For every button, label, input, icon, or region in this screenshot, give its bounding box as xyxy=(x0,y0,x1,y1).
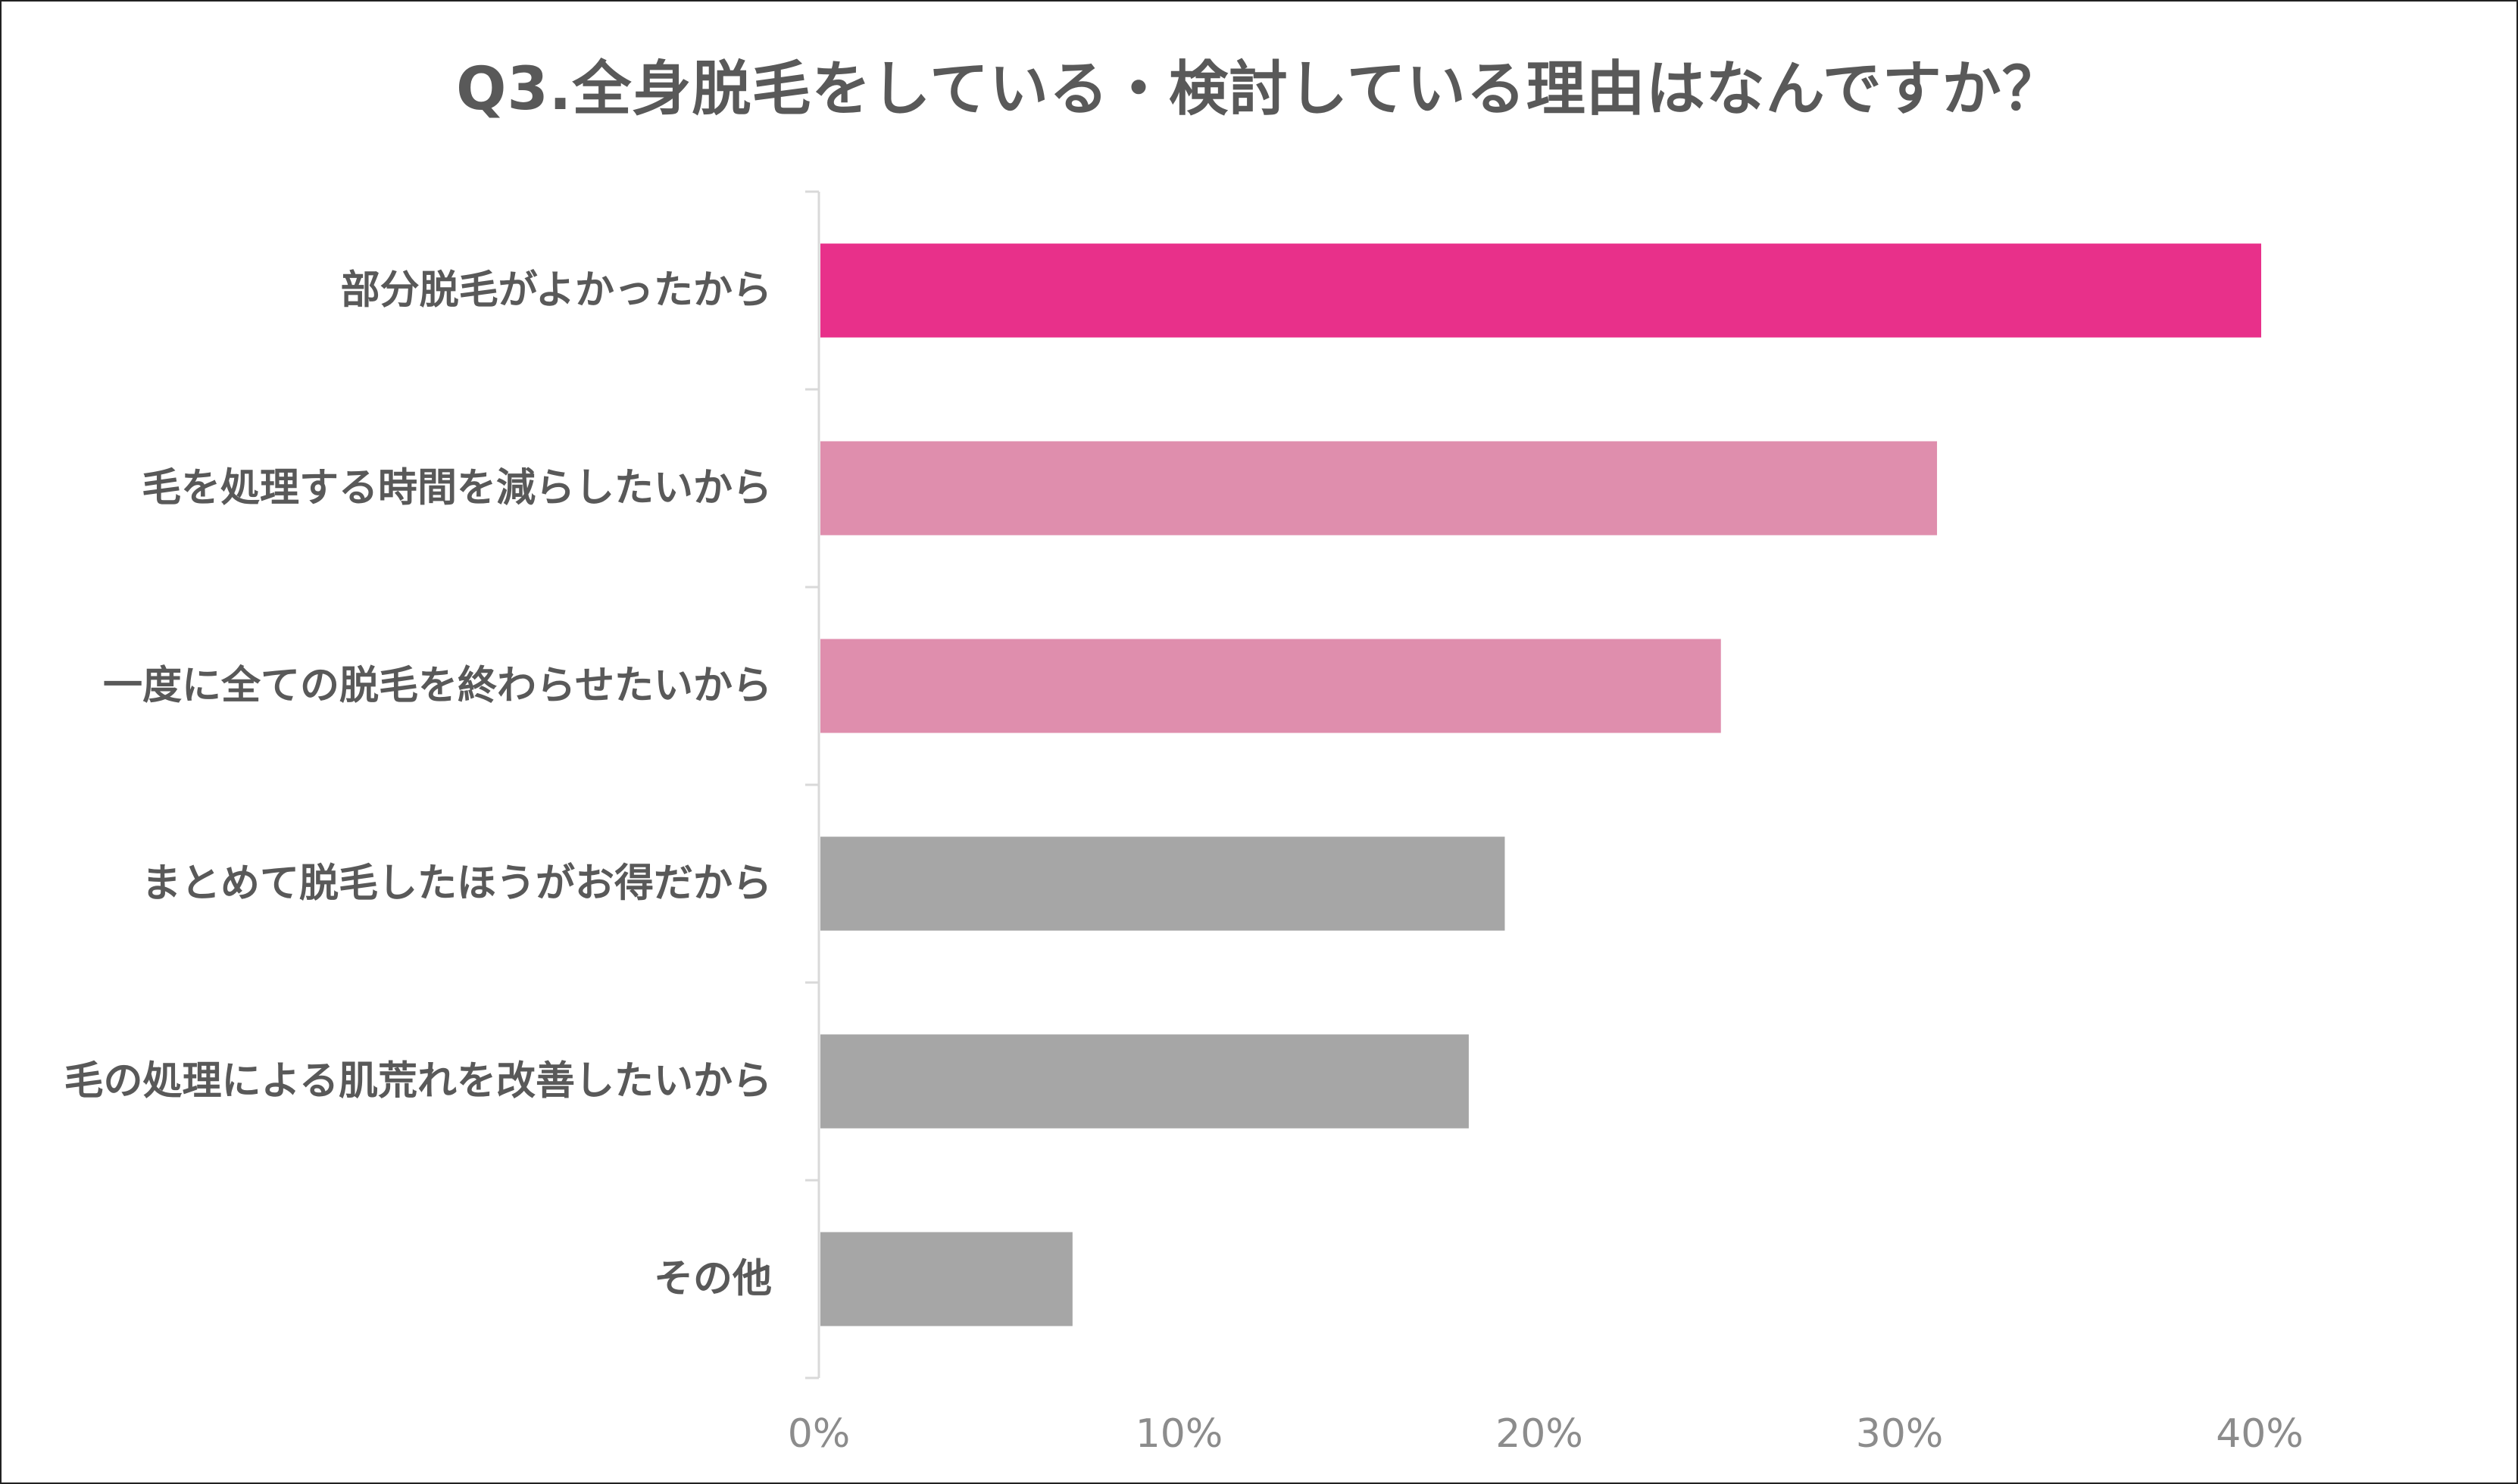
x-tick-label-0: 0% xyxy=(788,1411,851,1457)
x-tick-label-10: 10% xyxy=(1136,1411,1223,1457)
category-label-4: まとめて脱毛したほうがお得だから xyxy=(142,861,772,907)
category-label-1: 部分脱毛がよかったから xyxy=(341,268,772,314)
x-tick-label-20: 20% xyxy=(1495,1411,1583,1457)
bar-4 xyxy=(820,836,1505,931)
category-label-3: 一度に全ての脱毛を終わらせたいから xyxy=(103,664,772,709)
bar-6 xyxy=(820,1232,1073,1326)
chart-title: Q3.全身脱毛をしている・検討している理由はなんですか？ xyxy=(456,55,2062,123)
category-label-6: その他 xyxy=(654,1257,772,1302)
bar-2 xyxy=(820,441,1938,536)
category-label-5: 毛の処理による肌荒れを改善したいから xyxy=(64,1059,772,1104)
bar-3 xyxy=(820,639,1721,733)
bar-5 xyxy=(820,1034,1469,1129)
bar-1 xyxy=(820,243,2261,338)
category-label-2: 毛を処理する時間を減らしたいから xyxy=(142,466,772,511)
x-tick-label-30: 30% xyxy=(1856,1411,1944,1457)
x-tick-label-40: 40% xyxy=(2216,1411,2304,1457)
